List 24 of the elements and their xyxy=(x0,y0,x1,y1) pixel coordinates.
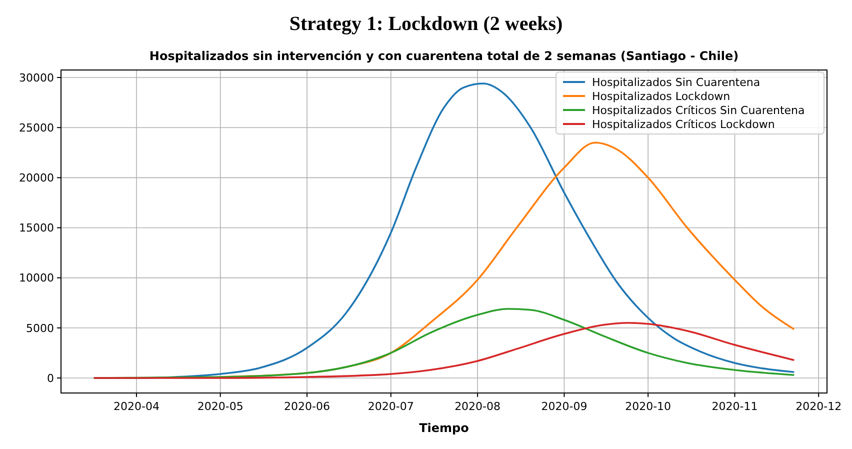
x-tick-label: 2020-10 xyxy=(625,400,672,413)
y-tick-label: 0 xyxy=(47,372,54,385)
legend-label: Hospitalizados Lockdown xyxy=(592,90,730,103)
x-tick-label: 2020-08 xyxy=(454,400,501,413)
y-tick-label: 20000 xyxy=(19,172,54,185)
y-tick-label: 30000 xyxy=(19,71,54,84)
x-tick-label: 2020-05 xyxy=(197,400,244,413)
y-tick-label: 10000 xyxy=(19,272,54,285)
y-tick-label: 25000 xyxy=(19,121,54,134)
line-series xyxy=(94,322,794,379)
x-tick-label: 2020-04 xyxy=(113,400,160,413)
y-tick-label: 5000 xyxy=(26,322,54,335)
x-tick-label: 2020-06 xyxy=(284,400,330,413)
x-tick-label: 2020-11 xyxy=(712,400,758,413)
chart-title: Strategy 1: Lockdown (2 weeks) xyxy=(289,13,563,35)
chart-subtitle: Hospitalizados sin intervención y con cuarentena total de 2 semanas (Santiago - Chile) xyxy=(149,49,739,63)
x-tick-label: 2020-07 xyxy=(368,400,414,413)
x-tick-label: 2020-09 xyxy=(541,400,588,413)
legend-label: Hospitalizados Sin Cuarentena xyxy=(592,76,760,89)
legend-label: Hospitalizados Críticos Lockdown xyxy=(592,118,775,131)
x-axis-title: Tiempo xyxy=(419,421,469,435)
legend-label: Hospitalizados Críticos Sin Cuarentena xyxy=(592,104,805,117)
y-tick-label: 15000 xyxy=(19,222,54,235)
x-tick-label: 2020-12 xyxy=(796,400,842,413)
